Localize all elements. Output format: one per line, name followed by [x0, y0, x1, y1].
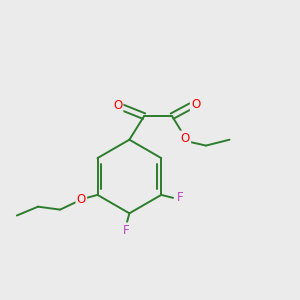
Text: O: O	[191, 98, 200, 111]
Text: O: O	[113, 99, 122, 112]
Text: F: F	[176, 191, 183, 204]
Text: O: O	[77, 193, 86, 206]
Text: O: O	[181, 132, 190, 145]
Text: F: F	[123, 224, 130, 237]
